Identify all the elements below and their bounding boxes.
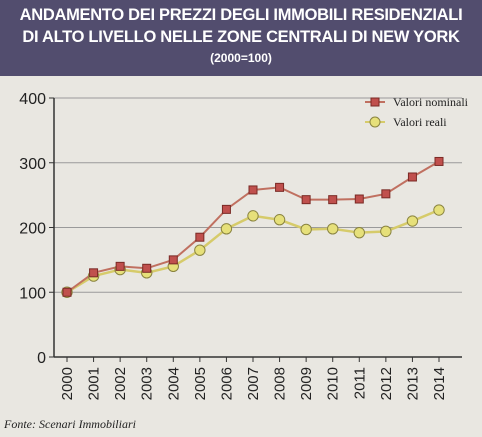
legend-marker-valori-reali bbox=[369, 116, 381, 128]
chart-title-line-2: DI ALTO LIVELLO NELLE ZONE CENTRALI DI N… bbox=[22, 28, 460, 46]
x-tick-label: 2012 bbox=[378, 367, 395, 400]
x-tick-label: 2000 bbox=[59, 367, 76, 400]
x-tick-label: 2008 bbox=[272, 367, 289, 400]
legend-label-valori-reali: Valori reali bbox=[393, 115, 447, 129]
data-point-valori-nominali bbox=[434, 156, 444, 166]
data-point-valori-reali bbox=[300, 223, 312, 236]
data-point-valori-nominali bbox=[275, 182, 285, 192]
data-point-valori-reali bbox=[380, 225, 392, 238]
x-tick-label: 2014 bbox=[431, 367, 448, 400]
data-point-valori-reali bbox=[220, 223, 233, 235]
data-point-valori-reali bbox=[247, 210, 259, 222]
legend-marker-valori-nominali bbox=[370, 97, 380, 107]
x-tick-label: 2009 bbox=[298, 367, 315, 400]
data-point-valori-reali bbox=[433, 204, 445, 216]
x-tick-label: 2004 bbox=[165, 367, 182, 400]
y-tick-label: 200 bbox=[19, 221, 46, 238]
data-point-valori-nominali bbox=[248, 185, 258, 195]
data-point-valori-reali bbox=[406, 215, 419, 227]
x-tick-label: 2001 bbox=[86, 367, 103, 400]
data-point-valori-reali bbox=[273, 214, 286, 226]
y-tick-label: 100 bbox=[19, 285, 46, 302]
x-tick-label: 2005 bbox=[192, 367, 209, 400]
series-line-valori-reali bbox=[66, 208, 440, 294]
data-point-valori-nominali bbox=[89, 268, 99, 278]
data-point-valori-nominali bbox=[301, 195, 311, 205]
chart-subtitle: (2000=100) bbox=[210, 51, 272, 65]
data-point-valori-nominali bbox=[142, 263, 152, 273]
line-chart: 0 100 200 300 400 2000 2001 2002 2003 2004 2005 200… bbox=[19, 91, 469, 400]
data-point-valori-nominali bbox=[115, 261, 125, 271]
data-point-valori-reali bbox=[327, 223, 339, 235]
y-tick-label: 0 bbox=[37, 350, 46, 367]
y-tick-label: 300 bbox=[19, 156, 46, 173]
data-point-valori-nominali bbox=[221, 204, 231, 214]
x-tick-label: 2010 bbox=[325, 367, 342, 400]
data-point-valori-reali bbox=[353, 226, 365, 239]
data-point-valori-nominali bbox=[381, 189, 391, 199]
data-point-valori-nominali bbox=[168, 255, 178, 265]
x-tick-label: 2011 bbox=[351, 367, 368, 399]
x-tick-label: 2003 bbox=[139, 367, 156, 400]
x-tick-label: 2002 bbox=[112, 367, 129, 400]
x-tick-label: 2013 bbox=[404, 367, 421, 400]
data-point-valori-nominali bbox=[62, 287, 72, 297]
legend-label-valori-nominali: Valori nominali bbox=[393, 95, 469, 109]
data-point-valori-nominali bbox=[195, 232, 205, 242]
x-tick-label: 2006 bbox=[218, 367, 235, 400]
x-tick-label: 2007 bbox=[245, 367, 262, 400]
y-tick-label: 400 bbox=[19, 91, 46, 108]
data-point-valori-nominali bbox=[407, 172, 417, 182]
data-point-valori-nominali bbox=[328, 195, 338, 205]
chart-title-line-1: ANDAMENTO DEI PREZZI DEGLI IMMOBILI RESI… bbox=[19, 6, 463, 24]
chart-header: ANDAMENTO DEI PREZZI DEGLI IMMOBILI RESI… bbox=[0, 0, 482, 76]
data-point-valori-reali bbox=[194, 244, 206, 256]
data-point-valori-nominali bbox=[354, 194, 364, 204]
source-note: Fonte: Scenari Immobiliari bbox=[4, 417, 136, 431]
